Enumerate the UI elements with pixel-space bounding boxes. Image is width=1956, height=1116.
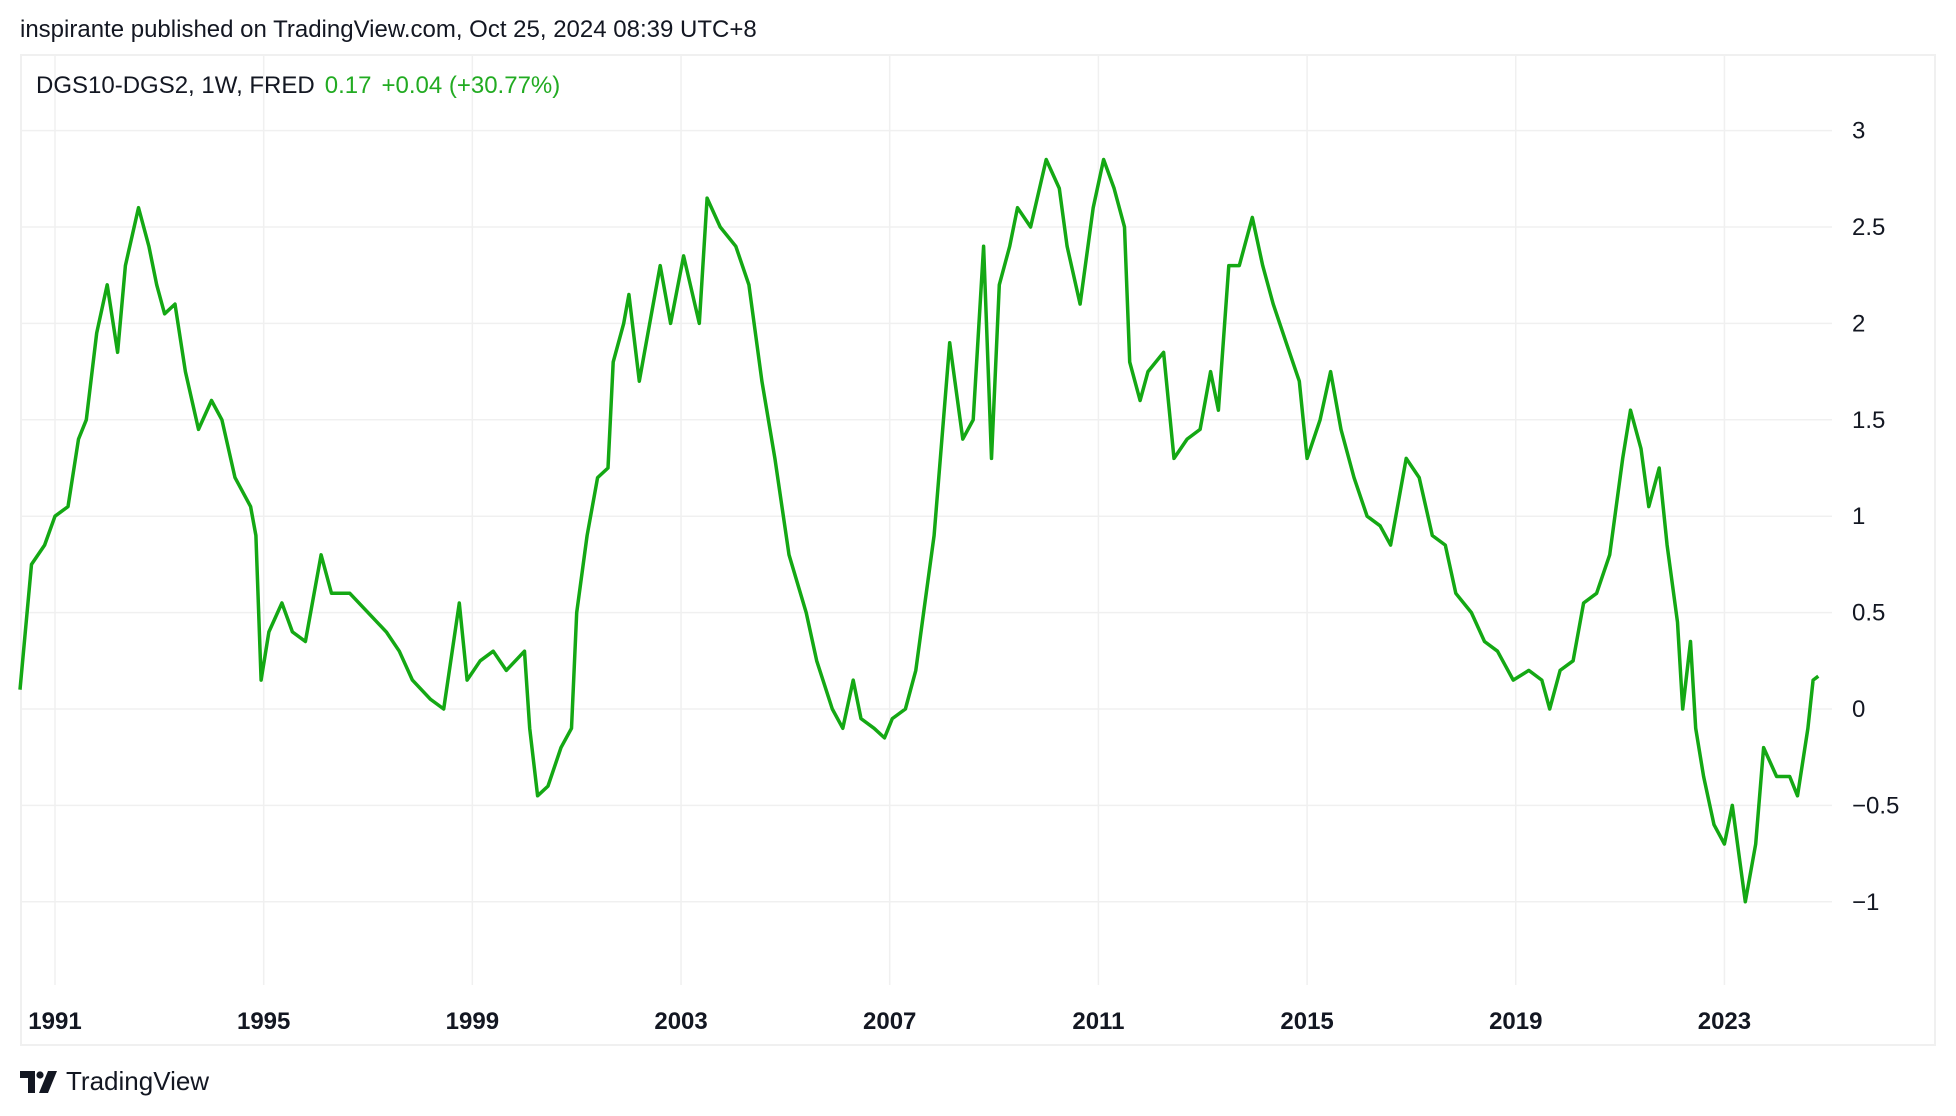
x-tick-label: 2019: [1489, 1008, 1542, 1035]
chart-frame: [20, 54, 1936, 1046]
y-tick-label: 0.5: [1852, 600, 1885, 627]
tradingview-logo[interactable]: TradingView: [20, 1066, 209, 1097]
brand-name: TradingView: [66, 1066, 210, 1096]
y-tick-label: 0: [1852, 696, 1865, 723]
y-tick-label: 1.5: [1852, 407, 1885, 434]
x-tick-label: 2011: [1072, 1008, 1124, 1035]
y-tick-label: 2: [1852, 310, 1865, 337]
y-tick-label: 2.5: [1852, 214, 1885, 241]
last-value: 0.17: [324, 72, 372, 99]
x-tick-label: 1995: [237, 1008, 290, 1035]
x-tick-label: 1991: [28, 1008, 81, 1035]
y-tick-label: 3: [1852, 118, 1865, 145]
published-info: inspirante published on TradingView.com,…: [20, 16, 757, 43]
x-tick-label: 2003: [654, 1008, 707, 1035]
chart-legend: DGS10-DGS2, 1W, FRED 0.17 +0.04 (+30.77%): [36, 72, 560, 100]
x-tick-label: 2007: [863, 1008, 916, 1035]
y-tick-label: −1: [1852, 889, 1879, 916]
x-tick-label: 2015: [1280, 1008, 1333, 1035]
y-tick-label: 1: [1852, 503, 1865, 530]
tradingview-logo-icon: [20, 1070, 57, 1093]
series-line: [18, 157, 1820, 904]
y-tick-label: −0.5: [1852, 792, 1899, 819]
x-tick-label: 1999: [446, 1008, 499, 1035]
symbol-label[interactable]: DGS10-DGS2, 1W, FRED: [36, 72, 315, 99]
x-tick-label: 2023: [1698, 1008, 1751, 1035]
change-value: +0.04 (+30.77%): [381, 72, 561, 99]
